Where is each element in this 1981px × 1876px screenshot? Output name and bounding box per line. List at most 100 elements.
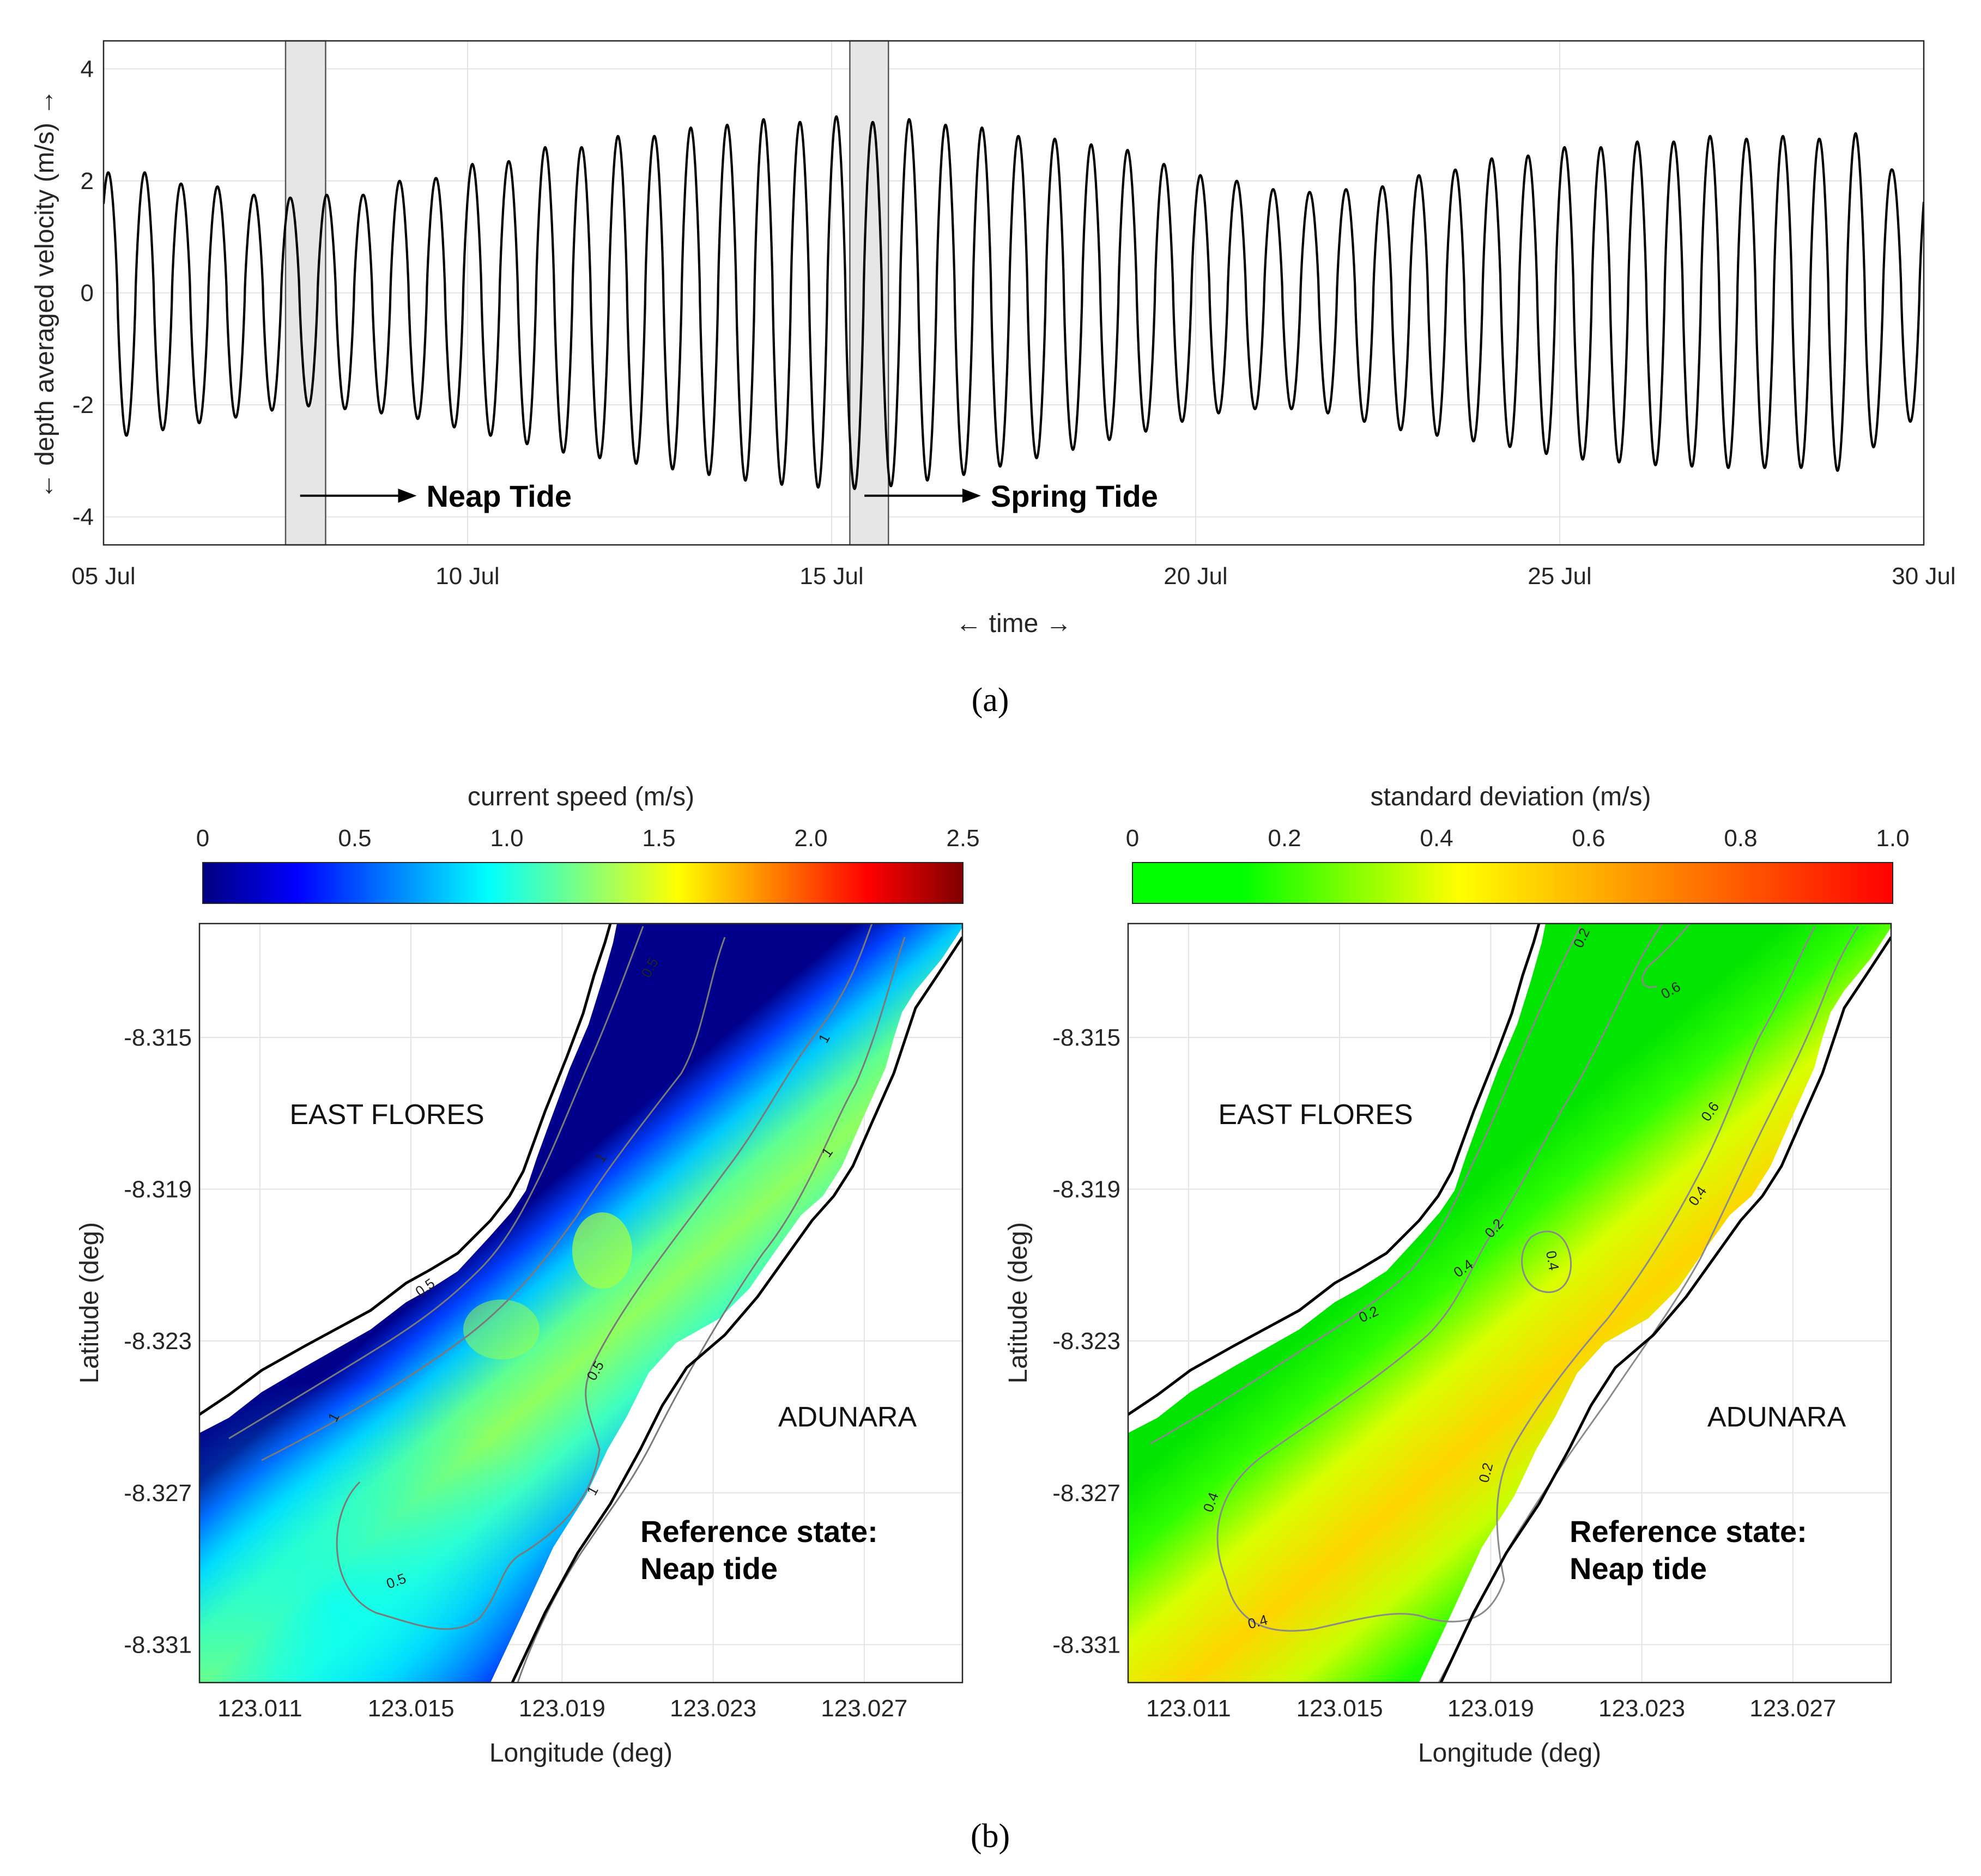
colorbar-title-speed: current speed (m/s): [468, 782, 694, 811]
state-line2-right: Neap tide: [1570, 1551, 1707, 1586]
std-channel-field: [1128, 924, 1891, 1683]
colorbar-tick-label: 0.5: [338, 825, 371, 852]
y-tick-label-a: -2: [72, 392, 94, 418]
panel-label-a: (a): [972, 682, 1009, 719]
y-tick-labels-a: 4 2 0 -2 -4: [72, 56, 94, 530]
map-x-tick-label: 123.027: [1749, 1695, 1836, 1722]
region-label-north-right: EAST FLORES: [1218, 1099, 1413, 1131]
coastline-south-left: [511, 936, 962, 1683]
axes-box-a: [102, 40, 1925, 546]
panel-label-b: (b): [971, 1818, 1010, 1855]
region-label-south-left: ADUNARA: [778, 1401, 917, 1433]
map-x-tick-label: 123.023: [1598, 1695, 1685, 1722]
colorbar-tick-label: 2.5: [946, 825, 979, 852]
colorbar-tick-label: 0.8: [1724, 825, 1757, 852]
annotation-arrow-head: [398, 488, 417, 503]
colorbar-ticks-speed: 0 0.5 1.0 1.5 2.0 2.5: [196, 825, 980, 852]
speed-core-high: [572, 1212, 632, 1289]
x-tick-labels-a: 05 Jul 10 Jul 15 Jul 20 Jul 25 Jul 30 Jul: [71, 563, 1955, 590]
x-axis-label-left: Longitude (deg): [489, 1739, 673, 1768]
std-contour-0.4-south: [1225, 1580, 1505, 1632]
contour-0.5-west: [228, 926, 644, 1440]
annotation-arrow-head: [962, 488, 981, 503]
y-axis-label-right: Latitude (deg): [1004, 1222, 1033, 1383]
speed-core-high-2: [463, 1300, 540, 1359]
std-contour-0.2-west: [1149, 926, 1582, 1445]
map-y-tick-label: -8.315: [124, 1024, 192, 1051]
std-contour-0.2-east: [1438, 926, 1859, 1683]
colorbar-title-std: standard deviation (m/s): [1371, 782, 1651, 811]
map-x-tick-label: 123.023: [670, 1695, 756, 1722]
coastline-south-right: [1439, 936, 1891, 1683]
colorbar-tick-label: 1.0: [1876, 825, 1909, 852]
colorbar-tick-label: 0: [1126, 825, 1139, 852]
coastline-north-right: [1128, 924, 1541, 1416]
map-y-tick-label: -8.327: [124, 1480, 192, 1507]
x-tick-label-a: 15 Jul: [799, 563, 863, 590]
map-x-tick-label: 123.019: [1447, 1695, 1534, 1722]
map-y-tick-label: -8.327: [1052, 1480, 1120, 1507]
x-axis-label-right: Longitude (deg): [1418, 1739, 1601, 1768]
y-tick-label-a: 0: [81, 280, 94, 307]
colorbar-ticks-std: 0 0.2 0.4 0.6 0.8 1.0: [1126, 825, 1910, 852]
std-contour-0.6-north: [1641, 924, 1691, 988]
annotation-label: Spring Tide: [991, 479, 1158, 513]
colorbar-tick-label: 2.0: [794, 825, 827, 852]
map-x-tick-label: 123.015: [368, 1695, 455, 1722]
y-tick-labels-left: -8.315 -8.319 -8.323 -8.327 -8.331: [124, 1024, 192, 1658]
highlight-windows: [284, 40, 889, 546]
state-line2-left: Neap tide: [640, 1551, 778, 1586]
map-y-tick-label: -8.323: [1052, 1328, 1120, 1355]
axes-box-left: [198, 922, 964, 1684]
x-tick-labels-right: 123.011 123.015 123.019 123.023 123.027: [1146, 1695, 1836, 1722]
std-contour-0.4-east: [1496, 926, 1816, 1581]
colorbar-std: [1132, 862, 1893, 904]
state-line1-left: Reference state:: [640, 1514, 878, 1549]
std-contour-0.4-west: [1216, 924, 1663, 1581]
map-x-tick-label: 123.019: [519, 1695, 605, 1722]
map-y-tick-label: -8.323: [124, 1328, 192, 1355]
velocity-series-line: [104, 115, 1924, 490]
colorbar-tick-label: 1.0: [490, 825, 523, 852]
y-tick-label-a: 4: [81, 56, 94, 82]
map-x-tick-label: 123.011: [217, 1695, 302, 1722]
contour-0.5-east: [517, 937, 906, 1683]
contour-1-west: [261, 937, 726, 1461]
highlight-window: [284, 40, 326, 546]
y-axis-label-left: Latitude (deg): [75, 1222, 104, 1383]
y-tick-labels-right: -8.315 -8.319 -8.323 -8.327 -8.331: [1052, 1024, 1120, 1658]
contour-label: 0.4: [1543, 1249, 1562, 1272]
colorbar-tick-label: 0.4: [1420, 825, 1453, 852]
x-axis-label-a: ← time →: [955, 609, 1071, 638]
region-label-south-right: ADUNARA: [1707, 1401, 1846, 1433]
annotation-label: Neap Tide: [426, 479, 572, 513]
colorbar-speed: [202, 862, 964, 904]
map-y-tick-label: -8.319: [1052, 1176, 1120, 1203]
contour-1-east: [336, 924, 873, 1630]
colorbar-tick-label: 0.2: [1268, 825, 1301, 852]
x-tick-label-a: 05 Jul: [71, 563, 135, 590]
colorbar-tick-label: 0.6: [1572, 825, 1605, 852]
map-x-tick-label: 123.027: [821, 1695, 907, 1722]
map-y-tick-label: -8.315: [1052, 1024, 1120, 1051]
speed-southwest-patch: [199, 924, 962, 1683]
x-tick-label-a: 30 Jul: [1892, 563, 1955, 590]
tidal-velocity-chart: 05 Jul 10 Jul 15 Jul 20 Jul 25 Jul 30 Jul 4 2 0…: [31, 40, 1956, 719]
x-tick-label-a: 20 Jul: [1164, 563, 1227, 590]
map-x-tick-label: 123.011: [1146, 1695, 1231, 1722]
x-tick-label-a: 25 Jul: [1528, 563, 1591, 590]
colorbar-tick-label: 1.5: [642, 825, 675, 852]
x-tick-label-a: 10 Jul: [435, 563, 499, 590]
map-y-tick-label: -8.319: [124, 1176, 192, 1203]
y-axis-label-a: ← depth averaged velocity (m/s) →: [31, 89, 59, 499]
gridlines-a: [103, 41, 1924, 545]
axes-box-right: [1127, 922, 1892, 1684]
map-x-tick-label: 123.015: [1297, 1695, 1383, 1722]
map-y-tick-label: -8.331: [124, 1631, 192, 1658]
map-y-tick-label: -8.331: [1052, 1631, 1120, 1658]
coastline-north-left: [199, 924, 612, 1416]
std-contour-0.6-core: [1521, 1230, 1572, 1293]
colorbar-tick-label: 0: [196, 825, 209, 852]
y-tick-label-a: 2: [81, 168, 94, 195]
